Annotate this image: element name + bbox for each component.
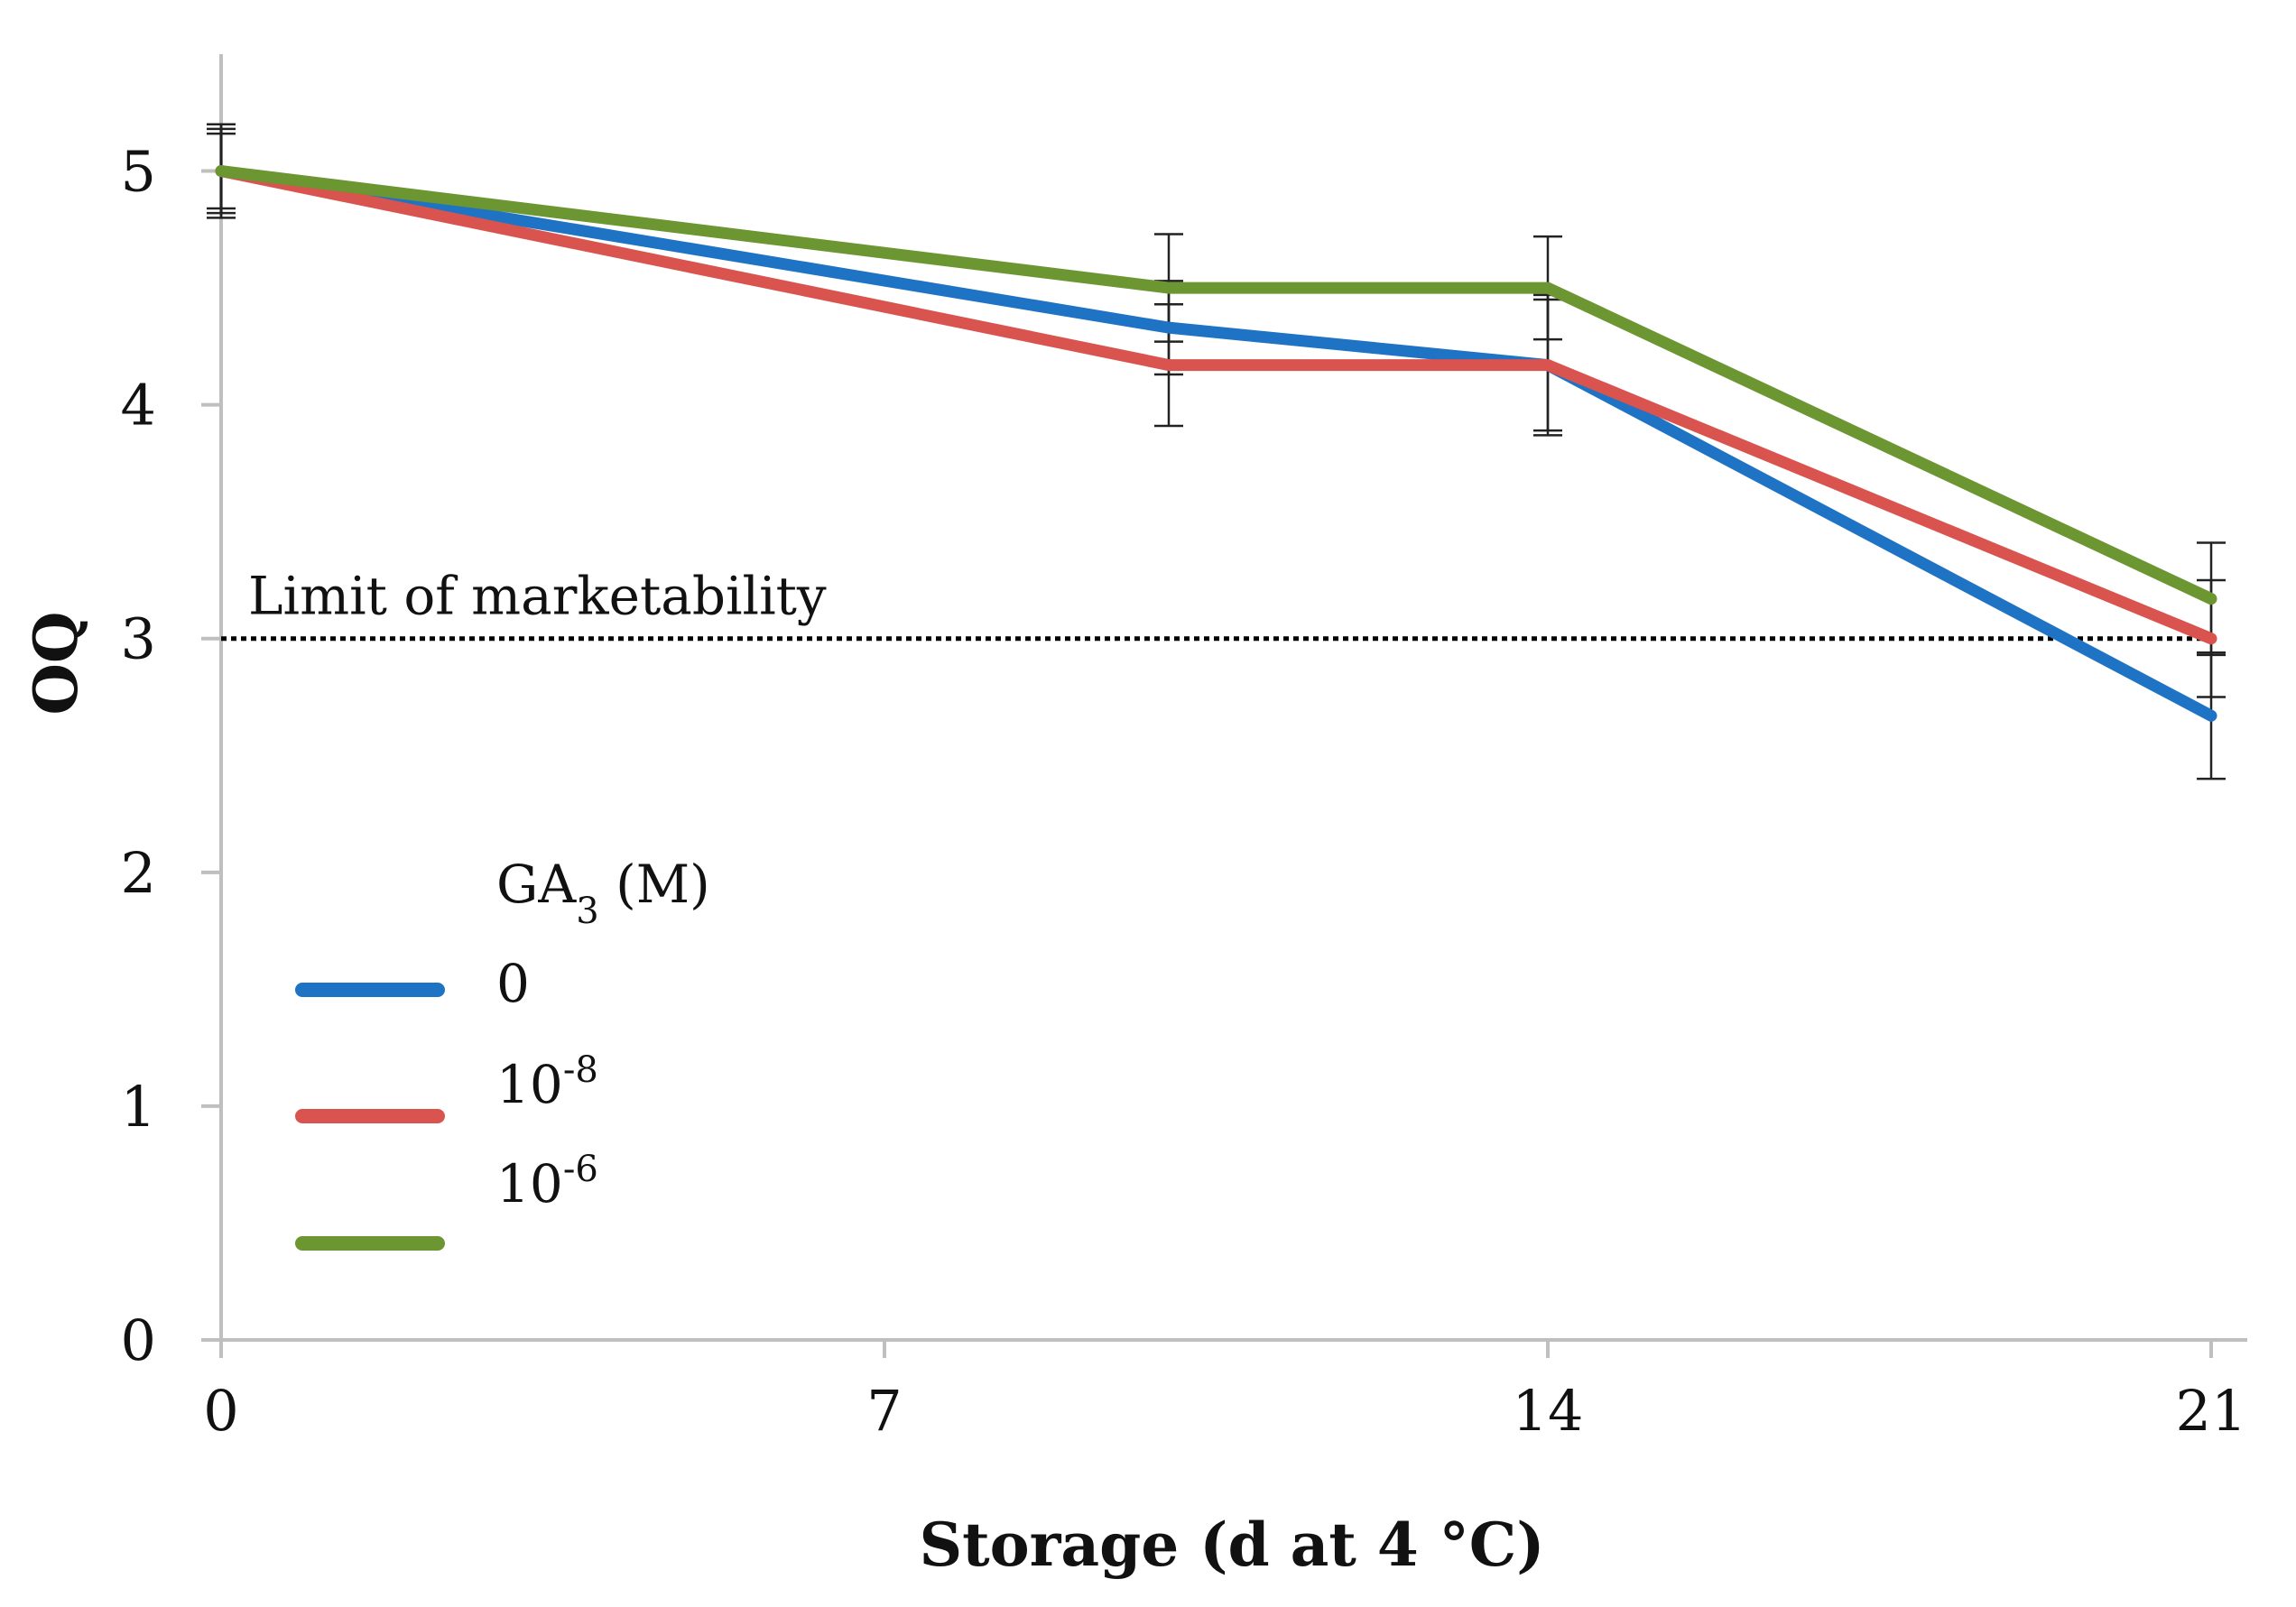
marketability-limit-label: Limit of marketability <box>248 566 827 627</box>
legend-label-1: 10-8 <box>496 1049 598 1115</box>
y-tick-label: 5 <box>121 139 156 205</box>
x-axis-title: Storage (d at 4 °C) <box>919 1510 1544 1580</box>
x-tick-label: 21 <box>2176 1378 2247 1444</box>
reference-line-group: Limit of marketability <box>221 566 2211 642</box>
y-tick-label: 4 <box>121 373 156 439</box>
y-tick-label: 1 <box>121 1074 156 1140</box>
series-line-2 <box>215 165 2217 605</box>
x-tick-label: 0 <box>203 1378 238 1444</box>
y-axis-title: OQ <box>21 612 91 716</box>
axes: 0 1 2 3 4 5 0 7 14 21 <box>121 54 2247 1444</box>
legend: GA3 (M) 0 10-8 10-6 <box>295 854 710 1251</box>
series-lines <box>215 165 2217 722</box>
series-line-1 <box>215 165 2217 645</box>
y-tick-label: 2 <box>121 840 156 906</box>
x-tick-label: 7 <box>866 1378 902 1444</box>
y-tick-label: 0 <box>121 1307 156 1373</box>
legend-label-0: 0 <box>496 953 530 1014</box>
y-tick-label: 3 <box>121 606 156 672</box>
legend-title: GA3 (M) <box>496 854 710 932</box>
legend-label-2: 10-6 <box>496 1149 598 1214</box>
series-line-0 <box>215 165 2217 722</box>
x-tick-label: 14 <box>1513 1378 1584 1444</box>
